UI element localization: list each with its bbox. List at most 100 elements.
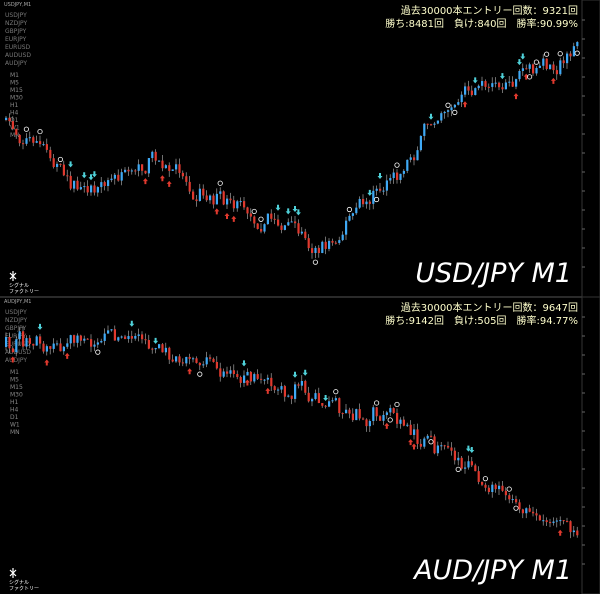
exit-circle: [387, 417, 393, 423]
candle: [532, 511, 535, 514]
sell-arrow: [367, 189, 373, 196]
candle: [572, 46, 575, 57]
candle: [93, 185, 96, 193]
exit-circle: [57, 156, 64, 163]
candle: [328, 401, 331, 407]
exit-circle: [37, 128, 43, 135]
timeframe-button: M15: [10, 87, 23, 94]
candle: [287, 222, 290, 226]
candle: [154, 151, 157, 161]
timeframe-button: D1: [10, 414, 19, 421]
sell-arrow: [292, 206, 298, 213]
candle: [460, 94, 463, 103]
candle: [559, 60, 562, 75]
candle: [545, 58, 548, 69]
candle: [508, 495, 511, 500]
candle: [311, 399, 314, 402]
candle: [307, 392, 310, 402]
candle: [287, 395, 290, 397]
candle: [69, 175, 72, 189]
timeframe-button: M1: [10, 72, 19, 79]
buy-arrow: [166, 180, 172, 187]
candle: [103, 182, 106, 186]
candle: [151, 348, 154, 350]
candle: [178, 356, 181, 363]
candle: [249, 371, 252, 382]
candle: [246, 371, 249, 376]
candle: [576, 42, 579, 47]
buy-arrow: [408, 439, 414, 446]
candle: [249, 213, 252, 217]
candle: [69, 335, 72, 344]
symbol-button: EURJPY: [5, 333, 27, 340]
candle: [467, 461, 470, 468]
candle: [39, 336, 42, 344]
candle: [538, 515, 541, 521]
candle: [433, 123, 436, 125]
timeframe-button: H1: [10, 102, 19, 109]
buy-arrow: [64, 352, 70, 359]
sell-arrow: [68, 161, 74, 168]
candle: [164, 347, 167, 353]
candle: [100, 340, 103, 343]
candle: [474, 465, 477, 472]
candle: [219, 368, 222, 377]
exit-circle: [455, 466, 461, 472]
candle: [181, 172, 184, 177]
candle: [532, 64, 535, 74]
candle: [175, 164, 178, 170]
candle: [171, 169, 174, 171]
chart-header: AUDJPY,M1: [4, 299, 31, 305]
candle: [5, 336, 8, 347]
candle: [382, 414, 385, 421]
candle: [555, 520, 558, 522]
sell-arrow: [292, 371, 298, 378]
candle: [535, 513, 538, 516]
candle: [314, 393, 317, 400]
candle: [49, 149, 52, 159]
candle: [487, 487, 490, 493]
candle: [351, 413, 354, 421]
candle: [86, 186, 89, 193]
candle: [229, 370, 232, 374]
candle: [110, 178, 113, 181]
candle: [294, 221, 297, 224]
candle: [443, 111, 446, 114]
candle: [362, 198, 365, 205]
candle: [470, 90, 473, 96]
candle: [283, 225, 286, 230]
candle: [382, 190, 385, 192]
candle: [270, 377, 273, 387]
timeframe-button: M5: [10, 377, 19, 384]
candle: [124, 336, 127, 339]
logo-text: ファクトリー: [9, 289, 39, 295]
candle: [28, 137, 31, 139]
candle: [348, 409, 351, 414]
candle: [559, 520, 562, 522]
price-axis: [581, 0, 600, 298]
candle: [209, 195, 212, 201]
buy-arrow: [159, 175, 165, 182]
candle: [447, 445, 450, 448]
candle: [399, 173, 402, 180]
candle: [290, 221, 293, 223]
candle: [375, 407, 378, 417]
buy-arrow: [142, 178, 148, 185]
candle: [314, 247, 317, 253]
candle: [141, 334, 144, 340]
candle: [300, 231, 303, 234]
exit-circle: [394, 401, 400, 408]
candle: [396, 412, 399, 424]
exit-circle: [312, 259, 318, 265]
candle: [450, 107, 453, 111]
buy-arrow: [462, 101, 468, 108]
candle: [232, 370, 235, 375]
candle: [239, 377, 242, 383]
candle: [549, 64, 552, 69]
candle: [236, 374, 239, 378]
timeframe-button: W1: [10, 422, 20, 429]
candle: [42, 144, 45, 146]
candle: [324, 405, 327, 407]
candle: [498, 82, 501, 88]
candle: [188, 181, 191, 192]
